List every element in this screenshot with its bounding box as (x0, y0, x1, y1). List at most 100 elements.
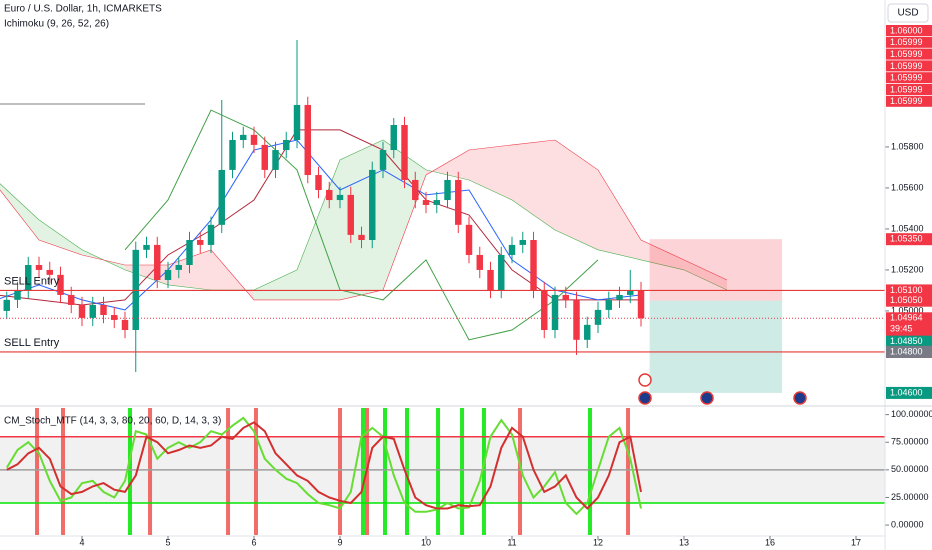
currency-box[interactable] (887, 3, 929, 23)
candle-body (46, 269, 53, 275)
candle-body (186, 240, 193, 266)
chart-title: Euro / U.S. Dollar, 1h, ICMARKETS (4, 4, 162, 15)
candle-body (164, 269, 172, 280)
event-icon[interactable] (793, 391, 807, 405)
candle-body (487, 269, 494, 291)
span-a (0, 139, 728, 291)
alert-box (886, 48, 932, 60)
price-pane: SELL Entry SELL Entry (0, 39, 885, 393)
candle-body (444, 179, 451, 201)
candle-body (476, 254, 483, 270)
candle-body (175, 265, 182, 270)
sell-signal (626, 408, 631, 535)
buy-signal (405, 408, 410, 535)
candle-body (304, 104, 311, 176)
x-tick-label: 5 (165, 537, 170, 547)
alert-box (886, 36, 932, 48)
candle-body (379, 150, 387, 170)
price-label-box (886, 233, 932, 246)
price-label-box (886, 312, 932, 337)
x-tick-label: 16 (765, 537, 775, 547)
buy-signal (588, 408, 593, 535)
stoch-line (5, 416, 642, 516)
candle-body (562, 294, 569, 300)
candle-body (637, 290, 645, 319)
price-label: 1.04850 (890, 336, 923, 346)
sell-signal (60, 408, 65, 535)
candle-body (154, 244, 161, 280)
buy-signal (127, 408, 132, 535)
event-icon[interactable] (700, 391, 714, 405)
x-tick-label: 10 (421, 537, 431, 547)
target-zone (649, 300, 783, 393)
alert-label: 1.05999 (890, 96, 923, 106)
buy-signal (481, 408, 486, 535)
candle-body (358, 234, 365, 241)
candle-body (121, 319, 129, 330)
candle-body (390, 125, 397, 151)
sell-signal (35, 408, 40, 535)
alert-box (886, 72, 932, 84)
candle-body (100, 304, 107, 316)
osc-tick-label: 50.00000 (891, 464, 929, 474)
candle-body (326, 189, 333, 201)
candle-body (57, 274, 64, 295)
stop-zone (649, 239, 783, 301)
event-icons (638, 373, 807, 405)
candle-body (508, 244, 516, 255)
cloud-segment (598, 169, 642, 260)
candle-body (584, 324, 591, 340)
y-tick-label: 1.05200 (891, 264, 924, 274)
x-tick-label: 12 (593, 537, 603, 547)
candle-body (605, 299, 612, 310)
candle-body (422, 200, 430, 205)
price-label-box (886, 284, 932, 297)
cloud-segment (0, 183, 40, 241)
candle-body (218, 169, 225, 225)
candle-body (455, 179, 462, 225)
price-label: 1.05050 (890, 295, 923, 305)
candle-body (347, 194, 354, 235)
price-label-box (886, 345, 932, 358)
alert-label: 1.05999 (890, 84, 923, 94)
candle-body (293, 104, 301, 140)
buy-signal (436, 408, 441, 535)
oscillator-pane (0, 408, 885, 535)
price-label: 1.04600 (890, 387, 923, 397)
candle-body (519, 240, 526, 245)
event-icon[interactable] (638, 373, 652, 387)
candle-body (197, 240, 204, 245)
price-label: 1.04964 (890, 313, 923, 323)
stoch-line (6, 421, 642, 510)
x-tick-label: 6 (251, 537, 256, 547)
candle-body (250, 134, 258, 145)
price-label-box (886, 294, 932, 307)
event-icon[interactable] (638, 391, 652, 405)
candle-body (336, 194, 344, 201)
osc-tick-label: 100.00000 (891, 409, 932, 419)
candle-body (68, 294, 75, 305)
candle-body (272, 150, 279, 170)
candle-body (498, 254, 505, 291)
candle-body (25, 265, 32, 291)
x-tick-label: 9 (337, 537, 342, 547)
candle-body (89, 304, 96, 318)
candle-body (465, 224, 473, 255)
candle-body (594, 309, 602, 325)
price-label-box (886, 335, 932, 348)
y-tick-label: 1.05600 (891, 182, 924, 192)
sell-signal (518, 408, 523, 535)
alert-label: 1.05999 (890, 37, 923, 47)
osc-tick-label: 0.00000 (891, 519, 924, 529)
candle-body (207, 224, 215, 245)
x-tick-label: 11 (507, 537, 516, 547)
candle-body (3, 299, 10, 311)
candle-body (14, 290, 21, 300)
candle-body (627, 290, 634, 295)
buy-signal (360, 408, 365, 535)
candle-body (143, 244, 150, 250)
candle-body (530, 240, 537, 291)
alert-label: 1.05999 (890, 49, 923, 59)
cloud-segment (555, 139, 599, 250)
x-tick-label: 17 (851, 537, 861, 547)
